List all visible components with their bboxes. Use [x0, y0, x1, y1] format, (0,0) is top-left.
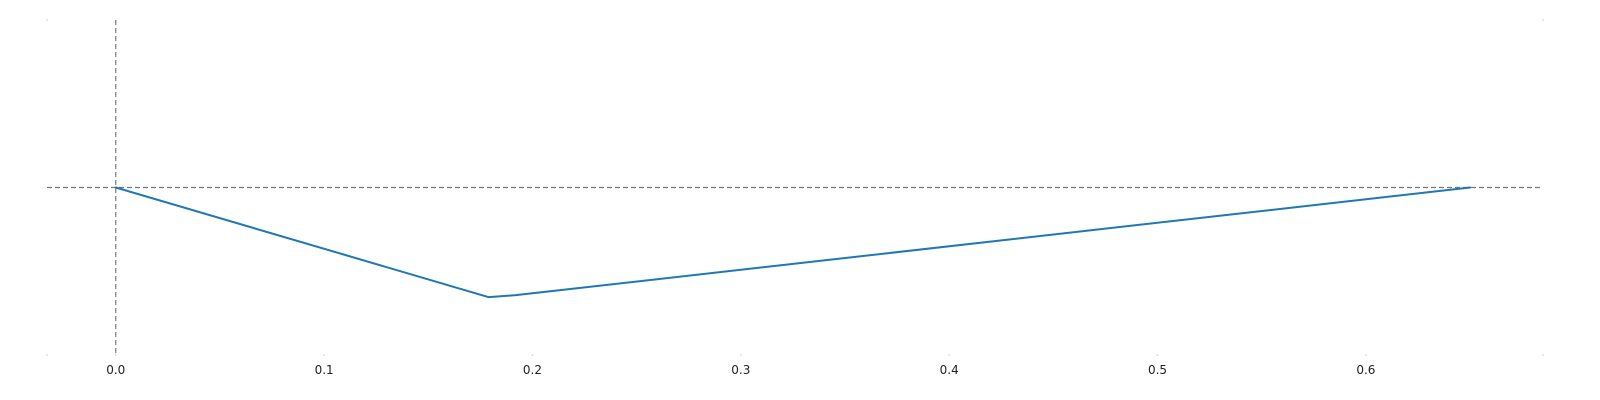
axis-corner-marks	[46, 19, 1544, 356]
x-tick-mark-3	[740, 354, 742, 356]
x-tick-label: 0.3	[731, 363, 750, 377]
x-tick-label: 0.2	[523, 363, 542, 377]
x-tick-mark-4	[948, 354, 950, 356]
x-tick-mark-1	[323, 354, 325, 356]
frame-corner-mark-2	[46, 354, 48, 356]
x-tick-label: 0.0	[106, 363, 125, 377]
x-tick-label: 0.5	[1148, 363, 1167, 377]
x-tick-label: 0.4	[940, 363, 959, 377]
x-tick-label: 0.6	[1356, 363, 1375, 377]
frame-corner-mark-0	[46, 19, 48, 21]
series-line-0	[114, 186, 1472, 299]
x-tick-mark-6	[1365, 354, 1367, 356]
x-tick-mark-5	[1156, 354, 1159, 356]
x-tick-mark-0	[114, 354, 117, 356]
series-layer	[114, 186, 1472, 299]
frame-corner-mark-1	[1542, 19, 1544, 21]
x-axis-ticks: 0.0 0.1 0.2 0.3 0.4 0.5 0.6	[106, 354, 1375, 377]
x-tick-mark-2	[531, 354, 534, 356]
reference-lines	[47, 20, 1543, 355]
frame-corner-mark-3	[1542, 354, 1544, 356]
x-tick-label: 0.1	[315, 363, 334, 377]
